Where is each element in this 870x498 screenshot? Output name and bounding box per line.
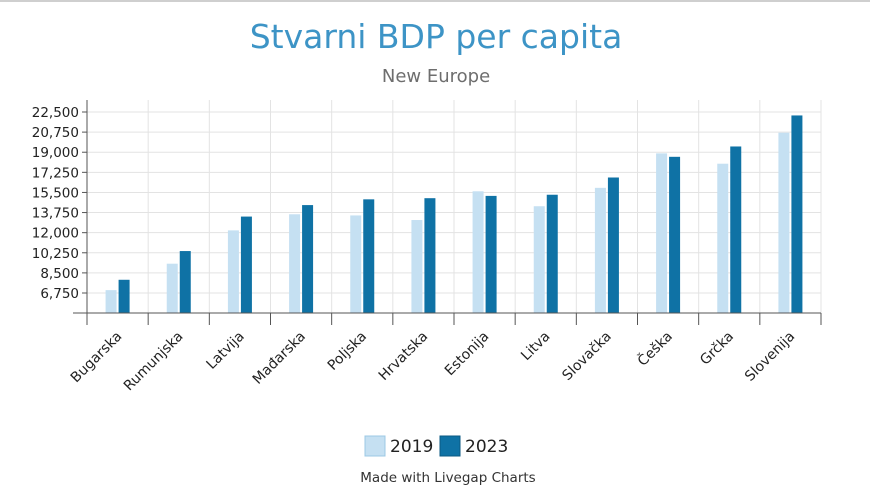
legend-swatch-2019 [364, 435, 386, 457]
top-border-line [0, 0, 870, 2]
bar-2019-bugarska[interactable] [105, 290, 117, 313]
y-tick-labels: 6,750 8,500 10,250 12,000 13,750 15,500 17,250… [32, 105, 79, 302]
x-tick-label: Latvija [204, 329, 248, 373]
y-tick-label: 15,500 [32, 185, 79, 201]
bar-2023-latvija[interactable] [240, 216, 252, 313]
x-tick-label: Hrvatska [376, 329, 431, 384]
bar-2023-grčka[interactable] [730, 146, 742, 313]
bar-2019-poljska[interactable] [350, 215, 362, 313]
x-tick-label: Rumunjska [121, 329, 187, 395]
bars-group [105, 115, 803, 313]
x-tick-label: Mađarska [250, 329, 309, 388]
bar-2019-rumunjska[interactable] [166, 263, 178, 313]
bar-2023-slovenija[interactable] [791, 115, 803, 313]
legend-item-2023[interactable]: 2023 [439, 435, 508, 457]
bar-2019-latvija[interactable] [227, 230, 239, 313]
bar-2019-estonija[interactable] [472, 191, 484, 313]
x-tick-label: Estonija [442, 329, 493, 380]
x-tick-label: Litva [518, 329, 553, 364]
y-tick-label: 10,250 [32, 246, 79, 262]
chart-subtitle: New Europe [382, 66, 490, 87]
y-tick-label: 19,000 [32, 145, 79, 161]
legend: 2019 2023 [364, 435, 508, 457]
legend-label-2019: 2019 [390, 437, 433, 457]
bar-2019-grčka[interactable] [717, 163, 729, 313]
x-tick-label: Grčka [697, 329, 737, 369]
bar-2023-slovačka[interactable] [607, 177, 619, 313]
bar-2019-češka[interactable] [656, 153, 668, 313]
bar-2023-litva[interactable] [546, 194, 558, 313]
bar-2023-rumunjska[interactable] [179, 251, 191, 313]
footer-credit[interactable]: Made with Livegap Charts [360, 470, 535, 486]
bar-2023-mađarska[interactable] [302, 205, 314, 313]
y-tick-label: 6,750 [40, 286, 79, 302]
gridlines [87, 100, 822, 313]
chart-title: Stvarni BDP per capita [250, 17, 623, 56]
y-tick-label: 22,500 [32, 105, 79, 121]
bar-2023-estonija[interactable] [485, 195, 497, 313]
bar-2023-poljska[interactable] [363, 199, 375, 313]
y-tick-label: 8,500 [40, 266, 79, 282]
legend-label-2023: 2023 [465, 437, 508, 457]
x-tick-label: Slovenija [742, 329, 798, 385]
bar-2023-bugarska[interactable] [118, 279, 130, 313]
x-tick-label: Češka [633, 327, 676, 370]
x-tick-label: Bugarska [68, 329, 126, 387]
axes-group [73, 100, 822, 325]
bar-2023-hrvatska[interactable] [424, 198, 436, 313]
y-tick-label: 13,750 [32, 206, 79, 222]
y-tick-label: 17,250 [32, 165, 79, 181]
y-tick-label: 20,750 [32, 125, 79, 141]
y-tick-label: 12,000 [32, 226, 79, 242]
bar-2019-slovačka[interactable] [594, 187, 606, 313]
bar-2019-litva[interactable] [533, 206, 545, 313]
bar-2019-mađarska[interactable] [289, 214, 301, 313]
legend-swatch-2023 [439, 435, 461, 457]
bar-2023-češka[interactable] [669, 156, 681, 313]
bar-2019-slovenija[interactable] [778, 132, 790, 313]
legend-item-2019[interactable]: 2019 [364, 435, 433, 457]
x-tick-label: Poljska [325, 329, 370, 374]
bar-2019-hrvatska[interactable] [411, 220, 423, 313]
x-tick-label: Slovačka [559, 329, 614, 384]
